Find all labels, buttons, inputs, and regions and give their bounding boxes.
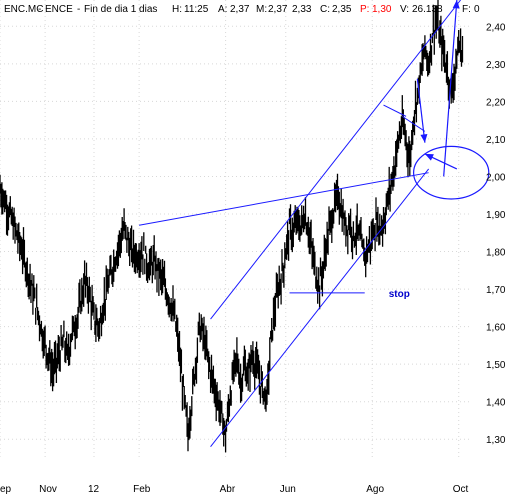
- y-tick-label: 1,30: [486, 435, 506, 446]
- header-name: ENCE: [45, 4, 73, 15]
- annotations: [139, 0, 490, 448]
- y-tick-label: 1,80: [486, 248, 506, 259]
- header-p-label: P:: [360, 4, 369, 15]
- y-axis: 1,30 1,40 1,50 1,60 1,70 1,80 1,90 2,00 2,10 2,20…: [486, 22, 506, 446]
- x-tick-label: ep: [0, 484, 12, 495]
- entry-arrow-head: [424, 153, 434, 161]
- x-tick-label: Nov: [39, 484, 57, 495]
- price-bars: [0, 0, 464, 453]
- header-a-label: A:: [218, 4, 227, 15]
- x-tick-label: 12: [88, 484, 100, 495]
- y-tick-label: 1,70: [486, 285, 506, 296]
- stop-label: stop: [389, 289, 410, 300]
- x-tick-label: Ago: [366, 484, 384, 495]
- y-tick-label: 1,40: [486, 398, 506, 409]
- header-c-label: C:: [320, 4, 330, 15]
- pullback-arrow-head: [420, 134, 428, 143]
- header-open: 2,37: [230, 4, 250, 15]
- x-axis: epNov12FebAbrJunAgoOctDicFeb: [0, 484, 469, 495]
- header-sep: -: [38, 4, 41, 15]
- header-high: 11:25: [184, 4, 209, 15]
- y-tick-label: 2,40: [486, 22, 506, 33]
- target-arrow-head: [452, 0, 460, 9]
- header-h-label: H:: [172, 4, 182, 15]
- y-tick-label: 1,50: [486, 360, 506, 371]
- header-period: Fin de dia 1 dias: [84, 4, 157, 15]
- x-tick-label: Feb: [133, 484, 151, 495]
- header-close: 2,35: [332, 4, 352, 15]
- y-tick-label: 2,00: [486, 172, 506, 183]
- pullback-arrow: [416, 78, 426, 143]
- header-max: 2,37: [268, 4, 288, 15]
- x-tick-label: Abr: [220, 484, 236, 495]
- pullback-line: [402, 115, 426, 132]
- channel-lower-line: [210, 168, 430, 448]
- x-tick-label: Oct: [453, 484, 469, 495]
- y-tick-label: 2,30: [486, 60, 506, 71]
- y-tick-label: 2,10: [486, 135, 506, 146]
- header-f: 0: [474, 4, 480, 15]
- header-min: 2,33: [292, 4, 312, 15]
- y-tick-label: 2,20: [486, 97, 506, 108]
- header-m-label: M:: [256, 4, 267, 15]
- header-sep: -: [77, 4, 80, 15]
- header-p: 1,30: [372, 4, 392, 15]
- target-circle: [413, 145, 490, 200]
- y-tick-label: 1,90: [486, 210, 506, 221]
- target-arrow: [443, 0, 458, 177]
- y-tick-label: 1,60: [486, 323, 506, 334]
- x-tick-label: Jun: [280, 484, 296, 495]
- chart-header: ENC.MC - ENCE - Fin de dia 1 dias H: 11:…: [4, 4, 480, 15]
- channel-upper-line: [210, 0, 461, 320]
- header-vol: 26.138: [412, 4, 443, 15]
- resistance-line: [139, 172, 429, 226]
- header-v-label: V:: [400, 4, 409, 15]
- header-ticker: ENC.MC: [4, 4, 43, 15]
- header-f-label: F:: [462, 4, 471, 15]
- price-series: [0, 0, 464, 453]
- pullback-line: [383, 104, 407, 117]
